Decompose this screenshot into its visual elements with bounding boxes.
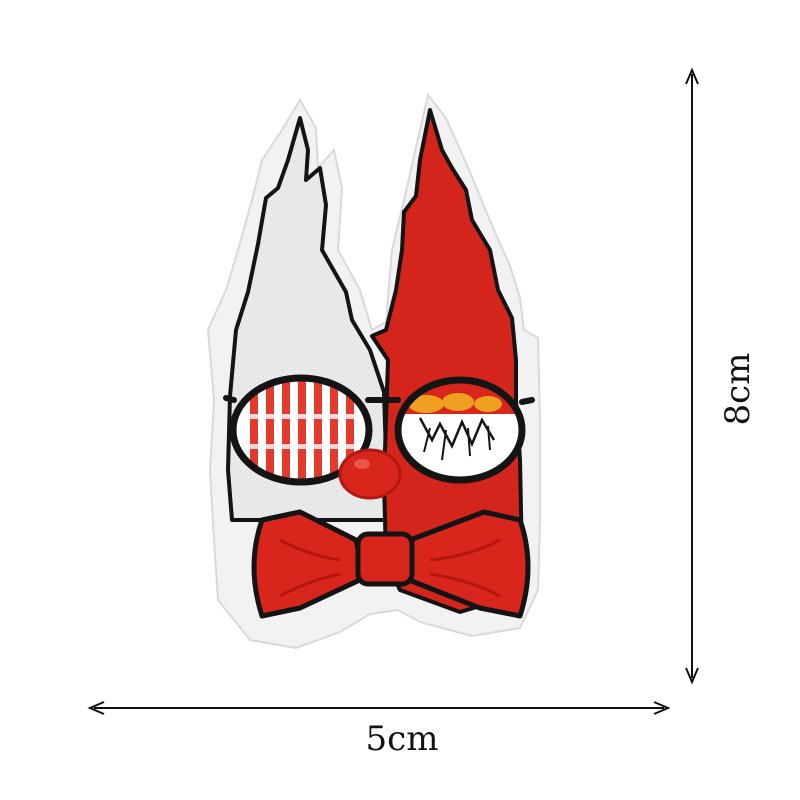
embroidered-patch	[206, 92, 541, 650]
red-nose	[338, 448, 402, 500]
width-dimension-arrow	[87, 701, 671, 715]
width-label: 5cm	[365, 719, 439, 759]
right-lens	[394, 376, 526, 484]
left-lens	[229, 374, 373, 486]
height-label: 8cm	[718, 352, 758, 426]
bow-tie	[251, 509, 531, 619]
height-dimension-arrow	[685, 67, 699, 685]
glasses-frame	[223, 395, 535, 405]
